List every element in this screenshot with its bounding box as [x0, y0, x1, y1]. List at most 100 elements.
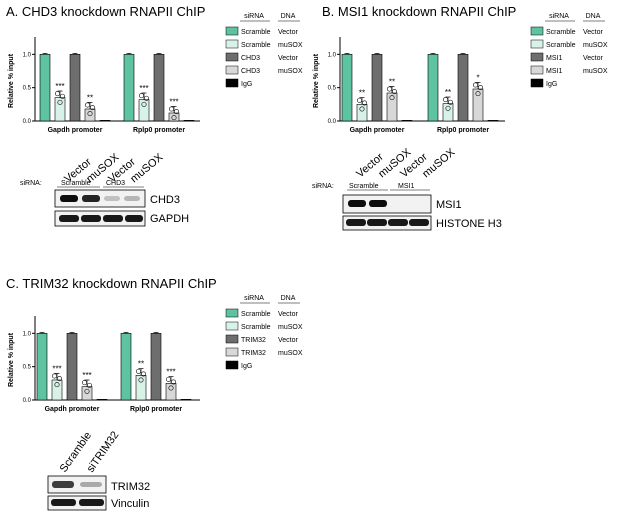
- legend-sirna-label: Scramble: [241, 29, 271, 36]
- group-label: CHD3: [106, 180, 125, 187]
- y-axis-label: Relative % input: [8, 332, 15, 387]
- blot-band: [104, 196, 120, 201]
- bar: [457, 54, 469, 122]
- legend-dna-label: muSOX: [583, 68, 608, 75]
- bar: [96, 399, 108, 401]
- legend-header-dna: DNA: [281, 13, 296, 20]
- legend-dna-label: Vector: [278, 55, 299, 62]
- x-category-label: Gapdh promoter: [45, 406, 100, 413]
- blot-band: [82, 195, 100, 202]
- legend-swatch: [225, 347, 239, 357]
- bar: [66, 333, 78, 401]
- bar: [39, 54, 51, 122]
- data-point: [174, 109, 180, 115]
- legend-header-sirna: siRNA: [244, 13, 264, 20]
- y-tick-label: 0.5: [23, 86, 32, 92]
- data-point: [445, 105, 451, 111]
- data-point: [166, 376, 172, 382]
- x-category-label: Gapdh promoter: [350, 127, 405, 134]
- blot-band: [51, 499, 76, 506]
- blot-row-label: MSI1: [436, 199, 462, 211]
- legend-swatch: [530, 65, 544, 75]
- data-point: [90, 105, 96, 111]
- legend-header-sirna: siRNA: [244, 295, 264, 302]
- data-point: [84, 388, 90, 394]
- legend-sirna-label: CHD3: [241, 55, 260, 62]
- data-point: [171, 115, 177, 121]
- data-point: [169, 106, 175, 112]
- data-point: [391, 89, 397, 95]
- legend-swatch: [225, 39, 239, 49]
- bar: [386, 92, 398, 122]
- significance-label: ***: [52, 364, 61, 373]
- legend-header-dna: DNA: [281, 295, 296, 302]
- data-point: [54, 382, 60, 388]
- bar: [427, 54, 439, 122]
- data-point: [447, 99, 453, 105]
- blot-band: [369, 200, 387, 207]
- bar: [84, 108, 96, 122]
- data-point: [168, 385, 174, 391]
- bar: [135, 375, 147, 401]
- legend-header-sirna: siRNA: [549, 13, 569, 20]
- legend-sirna-label: MSI1: [546, 55, 562, 62]
- legend-swatch: [225, 321, 239, 331]
- bar: [51, 379, 63, 401]
- blot-row-label: CHD3: [150, 194, 180, 206]
- legend-swatch: [225, 360, 239, 370]
- blot-row-label: HISTONE H3: [436, 218, 502, 230]
- significance-label: ***: [166, 368, 175, 377]
- legend-swatch: [225, 78, 239, 88]
- legend-dna-label: muSOX: [583, 42, 608, 49]
- data-point: [359, 106, 365, 112]
- data-point: [138, 377, 144, 383]
- legend-sirna-label: Scramble: [241, 311, 271, 318]
- legend-sirna-label: IgG: [241, 363, 252, 370]
- data-point: [472, 82, 478, 88]
- legend-swatch: [530, 52, 544, 62]
- bar: [138, 99, 150, 122]
- blot-band: [409, 219, 429, 226]
- data-point: [141, 101, 147, 107]
- data-point: [477, 85, 483, 91]
- bar: [401, 120, 413, 122]
- legend-swatch: [225, 334, 239, 344]
- bar: [123, 54, 135, 122]
- legend-sirna-label: IgG: [241, 81, 252, 88]
- blot-row-label: GAPDH: [150, 213, 189, 225]
- legend-swatch: [530, 26, 544, 36]
- legend-sirna-label: TRIM32: [241, 350, 266, 357]
- legend-dna-label: muSOX: [278, 350, 303, 357]
- bar: [54, 97, 66, 122]
- blot-row-label: Vinculin: [111, 498, 149, 510]
- blot-band: [367, 219, 387, 226]
- blot-band: [79, 499, 104, 506]
- significance-label: ***: [139, 84, 148, 93]
- bar: [69, 54, 81, 122]
- group-label: Scramble: [349, 183, 379, 190]
- data-point: [442, 97, 448, 103]
- y-tick-label: 0.0: [23, 119, 32, 125]
- data-point: [82, 380, 88, 386]
- legend-sirna-label: IgG: [546, 81, 557, 88]
- data-point: [356, 97, 362, 103]
- blot-band: [103, 215, 123, 222]
- data-point: [144, 95, 150, 101]
- data-point: [475, 91, 481, 97]
- sirna-row-label: siRNA:: [312, 183, 334, 190]
- significance-label: **: [389, 77, 395, 86]
- blot-band: [52, 481, 74, 488]
- data-point: [56, 376, 62, 382]
- bar: [120, 333, 132, 401]
- significance-label: ***: [169, 97, 178, 106]
- y-tick-label: 1.0: [23, 331, 32, 337]
- legend-dna-label: Vector: [278, 29, 299, 36]
- legend-sirna-label: Scramble: [546, 42, 576, 49]
- blot-band: [124, 196, 140, 201]
- data-point: [87, 382, 93, 388]
- legend-dna-label: Vector: [278, 311, 299, 318]
- legend-sirna-label: TRIM32: [241, 337, 266, 344]
- data-point: [139, 93, 145, 99]
- legend-sirna-label: Scramble: [546, 29, 576, 36]
